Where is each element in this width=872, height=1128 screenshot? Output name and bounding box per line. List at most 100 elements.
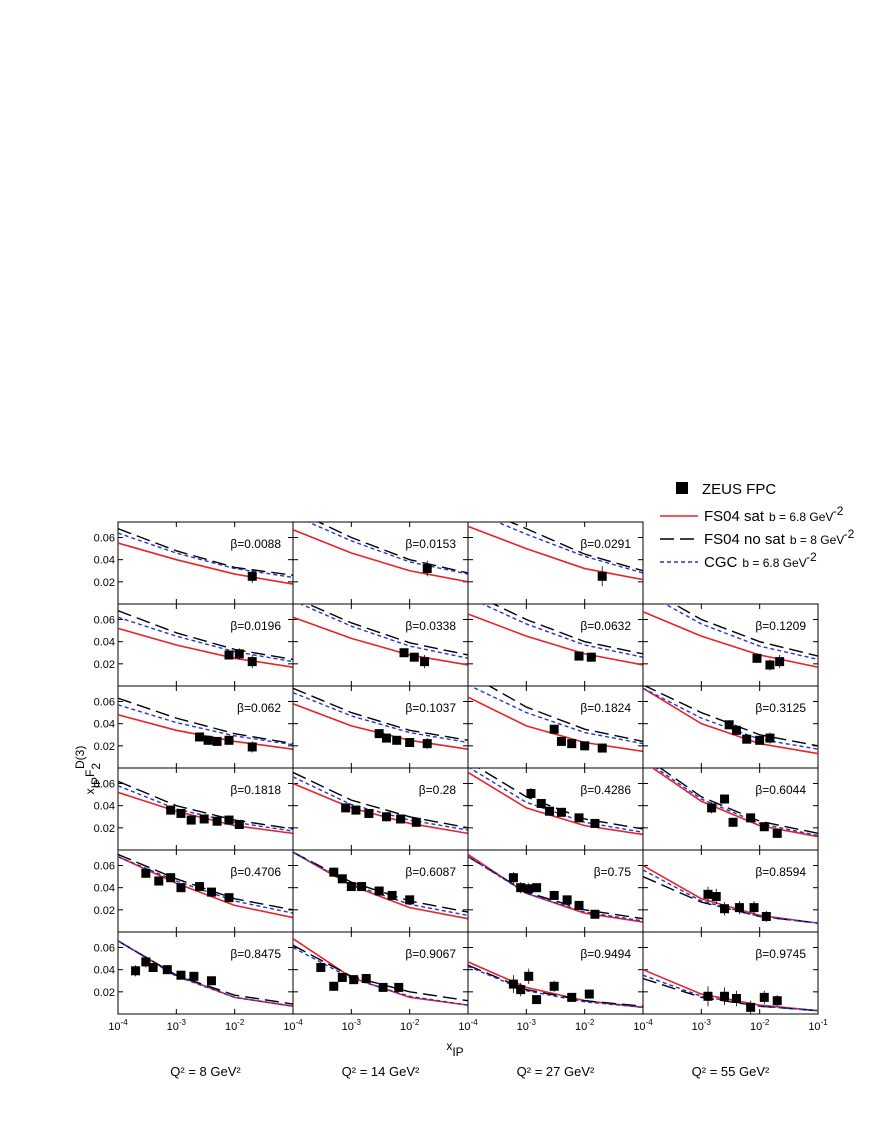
- data-point: [166, 873, 176, 883]
- data-point: [574, 813, 584, 823]
- curve: [293, 687, 468, 741]
- curve: [293, 851, 468, 920]
- data-point: [549, 981, 559, 991]
- y-tick-label: 0.04: [94, 801, 115, 813]
- x-tick-base: 10: [458, 1021, 470, 1033]
- y-title-sub2: 2: [89, 763, 103, 770]
- data-point: [742, 734, 752, 744]
- x-tick-label: 10-3: [692, 1018, 712, 1033]
- x-tick-base: 10: [633, 1021, 645, 1033]
- x-tick-exp: -4: [296, 1018, 304, 1027]
- legend-label: CGC b = 6.8 GeV-2: [704, 550, 817, 571]
- curve: [293, 691, 468, 744]
- beta-label: β=0.1209: [755, 619, 806, 633]
- beta-label: β=0.0291: [580, 537, 631, 551]
- data-point: [720, 794, 730, 804]
- data-point: [316, 962, 326, 972]
- data-point: [545, 806, 555, 816]
- legend-param: b = 6.8 GeV: [742, 556, 806, 570]
- data-point: [586, 652, 596, 662]
- x-tick-exp: -4: [121, 1018, 129, 1027]
- x-tick-base: 10: [283, 1021, 295, 1033]
- x-tick-exp: -4: [646, 1018, 654, 1027]
- data-point: [731, 725, 741, 735]
- curve: [643, 611, 818, 668]
- data-point: [526, 788, 536, 798]
- data-point: [759, 822, 769, 832]
- panel-frame: [117, 603, 294, 687]
- x-tick-label: 10-3: [517, 1018, 537, 1033]
- legend-param: b = 8 GeV: [790, 533, 844, 547]
- data-point: [195, 732, 205, 742]
- curve: [118, 940, 293, 1007]
- data-point: [212, 816, 222, 826]
- data-point: [755, 735, 765, 745]
- beta-label: β=0.28: [419, 783, 457, 797]
- x-tick-label: 10-2: [225, 1018, 245, 1033]
- x-tick-base: 10: [225, 1021, 237, 1033]
- y-tick-label: 0.02: [94, 659, 115, 671]
- y-title-sub: IP: [89, 777, 103, 788]
- panel-plot: [643, 686, 818, 755]
- data-point: [141, 957, 151, 967]
- x-tick-base: 10: [808, 1021, 820, 1033]
- legend-label: FS04 no sat b = 8 GeV-2: [704, 527, 855, 548]
- panel-plot: [293, 522, 468, 583]
- x-tick-base: 10: [517, 1021, 529, 1033]
- data-point: [759, 992, 769, 1002]
- beta-label: β=0.6044: [755, 783, 806, 797]
- data-point: [422, 739, 432, 749]
- curve: [643, 869, 818, 924]
- column-label: Q² = 8 GeV²: [170, 1064, 241, 1079]
- x-tick-base: 10: [342, 1021, 354, 1033]
- data-point: [536, 798, 546, 808]
- panel-plot: [293, 771, 468, 835]
- legend-label: FS04 sat b = 6.8 GeV-2: [704, 504, 844, 525]
- curve: [293, 776, 468, 831]
- data-point: [148, 962, 158, 972]
- data-point: [141, 868, 151, 878]
- panel-frame: [117, 521, 294, 605]
- x-tick-label: 10-4: [458, 1018, 478, 1033]
- data-point: [749, 903, 759, 913]
- x-tick-base: 10: [400, 1021, 412, 1033]
- y-tick-label: 0.02: [94, 577, 115, 589]
- data-point: [720, 904, 730, 914]
- data-point: [186, 815, 196, 825]
- data-point: [584, 989, 594, 999]
- curve: [118, 627, 293, 668]
- data-point: [590, 909, 600, 919]
- data-point: [728, 817, 738, 827]
- data-point: [556, 736, 566, 746]
- data-point: [361, 974, 371, 984]
- data-point: [337, 874, 347, 884]
- panel-frame: [642, 931, 819, 1015]
- data-point: [574, 651, 584, 661]
- curve: [293, 944, 468, 1002]
- x-tick-base: 10: [750, 1021, 762, 1033]
- data-point: [707, 803, 717, 813]
- x-tick-label: 10-4: [283, 1018, 303, 1033]
- beta-label: β=0.0338: [405, 619, 456, 633]
- data-point: [166, 805, 176, 815]
- data-point: [247, 742, 257, 752]
- y-tick-label: 0.02: [94, 987, 115, 999]
- curve: [468, 771, 643, 836]
- x-tick-exp: -2: [412, 1018, 420, 1027]
- data-point: [206, 976, 216, 986]
- data-point: [731, 993, 741, 1003]
- curve: [495, 522, 643, 574]
- legend-name: FS04 sat: [704, 508, 765, 525]
- panel-plot: [293, 604, 468, 669]
- x-tick-base: 10: [692, 1021, 704, 1033]
- curve: [306, 604, 468, 656]
- beta-label: β=0.3125: [755, 701, 806, 715]
- legend-name: CGC: [704, 554, 738, 571]
- data-point: [199, 814, 209, 824]
- panel-plot: [643, 864, 818, 924]
- beta-label: β=0.8594: [755, 865, 806, 879]
- y-axis-title: xIPF2D(3): [73, 746, 103, 795]
- panel-plot: [468, 853, 643, 923]
- data-point: [349, 975, 359, 985]
- data-point: [562, 895, 572, 905]
